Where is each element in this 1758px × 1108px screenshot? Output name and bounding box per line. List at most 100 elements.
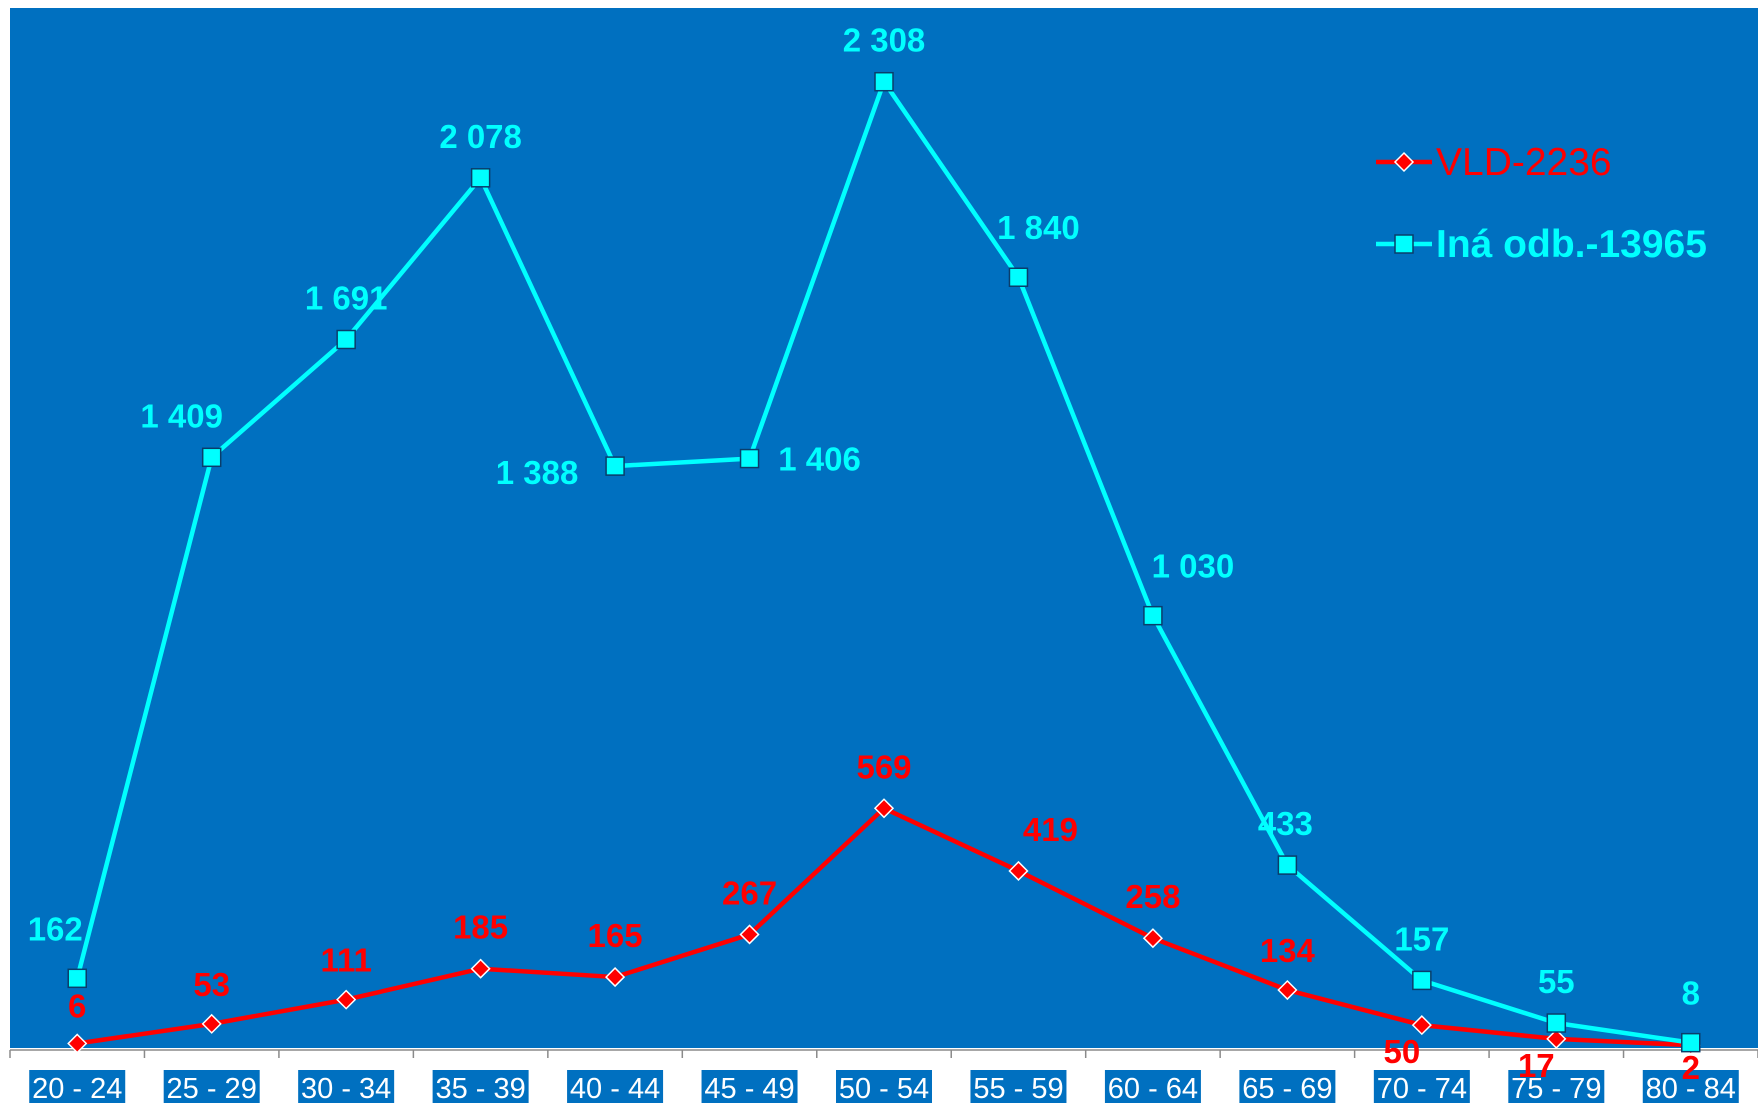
x-tick-label-text: 70 - 74	[1377, 1073, 1467, 1103]
x-tick-label: 55 - 59	[970, 1070, 1067, 1106]
data-label-ina-odb: 1 409	[140, 397, 223, 434]
data-label-vld: 258	[1125, 878, 1180, 915]
x-tick-label-background	[1508, 1070, 1605, 1106]
data-point-vld	[201, 1013, 222, 1034]
data-label-vld: 6	[68, 987, 86, 1024]
data-label-ina-odb: 2 308	[843, 22, 926, 59]
data-point-ina-odb	[874, 71, 894, 92]
data-label-vld: 134	[1260, 932, 1316, 969]
x-tick-label-background	[432, 1070, 529, 1106]
x-tick-label-background	[567, 1070, 664, 1106]
data-label-ina-odb: 2 078	[439, 118, 522, 155]
data-label-ina-odb: 1 406	[778, 441, 861, 478]
data-label-vld: 111	[320, 942, 371, 979]
data-label-vld: 185	[453, 909, 508, 946]
data-label-ina-odb: 8	[1682, 975, 1700, 1012]
x-tick-label: 30 - 34	[298, 1070, 395, 1106]
data-label-ina-odb: 157	[1394, 920, 1449, 957]
x-tick-label-background	[970, 1070, 1067, 1106]
data-label-ina-odb: 433	[1258, 805, 1313, 842]
x-tick-label-background	[1104, 1070, 1201, 1106]
data-point-ina-odb	[1008, 267, 1029, 287]
x-axis: 20 - 24 25 - 29 30 - 34 35 - 39 40 - 44 45 - …	[9, 1049, 1758, 1106]
data-point-vld	[336, 989, 357, 1010]
legend-marker-diamond	[1393, 151, 1415, 173]
x-tick-label-text: 30 - 34	[301, 1073, 391, 1103]
data-point-vld	[605, 967, 626, 988]
x-tick-label: 35 - 39	[432, 1070, 529, 1106]
data-point-vld	[1546, 1028, 1567, 1049]
x-tick-label: 75 - 79	[1508, 1070, 1605, 1106]
x-tick-label-text: 55 - 59	[973, 1073, 1063, 1103]
x-tick-label-text: 75 - 79	[1511, 1073, 1601, 1103]
data-label-vld: 53	[193, 966, 230, 1003]
x-tick-label-text: 40 - 44	[570, 1073, 660, 1103]
x-tick-label: 45 - 49	[701, 1070, 798, 1106]
data-point-ina-odb	[1143, 605, 1163, 626]
x-tick-label-background	[701, 1070, 798, 1106]
data-point-ina-odb	[201, 447, 222, 468]
legend-item-vld: VLD-2236	[1376, 141, 1612, 184]
data-point-vld	[873, 798, 895, 819]
data-label-vld: 419	[1023, 811, 1078, 848]
data-point-vld	[470, 958, 491, 979]
x-tick-label-background	[836, 1070, 932, 1106]
x-tick-label-text: 25 - 29	[167, 1073, 257, 1103]
x-tick-label-text: 65 - 69	[1242, 1073, 1332, 1103]
legend-label: VLD-2236	[1436, 141, 1612, 184]
data-point-vld	[1411, 1015, 1432, 1036]
x-tick-label: 65 - 69	[1239, 1070, 1336, 1106]
data-point-ina-odb	[1277, 855, 1298, 875]
data-point-ina-odb	[1412, 970, 1432, 991]
x-tick-label-background	[1642, 1070, 1739, 1106]
x-tick-label-background	[163, 1070, 260, 1106]
data-point-ina-odb	[605, 456, 625, 476]
legend-item-ina-odb: Iná odb.-13965	[1376, 223, 1707, 266]
data-point-ina-odb	[336, 329, 356, 350]
series-layer	[67, 71, 1701, 1056]
data-point-vld	[1008, 860, 1029, 882]
data-label-ina-odb: 55	[1538, 963, 1575, 1000]
data-point-vld	[67, 1033, 88, 1054]
data-labels: 6 53 111 185 165 267 569 419 258 134 50 17 2 162 1 409…	[28, 22, 1700, 1086]
data-point-ina-odb	[67, 968, 87, 989]
plot-background	[10, 8, 1758, 1048]
data-point-vld	[1142, 928, 1163, 949]
x-tick-label: 60 - 64	[1104, 1070, 1201, 1106]
legend: VLD-2236 Iná odb.-13965	[1376, 141, 1707, 266]
x-tick-label-text: 35 - 39	[435, 1073, 525, 1103]
data-point-ina-odb	[470, 168, 491, 188]
x-tick-label-text: 50 - 54	[839, 1073, 929, 1103]
x-tick-label: 80 - 84	[1642, 1070, 1739, 1106]
x-tick-label: 20 - 24	[29, 1070, 126, 1106]
x-tick-label-text: 45 - 49	[704, 1073, 794, 1103]
legend-marker-square	[1394, 234, 1414, 254]
x-tick-label-text: 60 - 64	[1108, 1073, 1198, 1103]
data-point-ina-odb	[739, 448, 760, 469]
x-tick-label: 40 - 44	[567, 1070, 664, 1106]
data-point-vld	[1277, 979, 1298, 1001]
data-label-ina-odb: 1 388	[496, 454, 579, 491]
x-tick-label-text: 80 - 84	[1646, 1073, 1736, 1103]
data-label-vld: 17	[1518, 1047, 1555, 1084]
x-tick-label: 25 - 29	[163, 1070, 260, 1106]
x-tick-label-background	[1373, 1070, 1470, 1106]
x-tick-label: 50 - 54	[836, 1070, 932, 1106]
data-label-ina-odb: 1 691	[305, 279, 388, 316]
data-label-ina-odb: 162	[28, 910, 83, 947]
data-label-ina-odb: 1 030	[1152, 548, 1235, 585]
x-tick-label-text: 20 - 24	[32, 1073, 122, 1103]
x-tick-label-background	[29, 1070, 126, 1106]
data-point-ina-odb	[1546, 1013, 1567, 1033]
data-label-vld: 50	[1383, 1033, 1420, 1070]
x-tick-label-background	[298, 1070, 395, 1106]
data-label-vld: 165	[588, 917, 643, 954]
data-label-vld: 569	[856, 748, 911, 785]
data-label-vld: 2	[1682, 1049, 1700, 1086]
data-point-vld	[739, 924, 760, 945]
x-tick-label-background	[1239, 1070, 1336, 1106]
data-point-ina-odb	[1681, 1032, 1701, 1053]
x-tick-label: 70 - 74	[1373, 1070, 1470, 1106]
